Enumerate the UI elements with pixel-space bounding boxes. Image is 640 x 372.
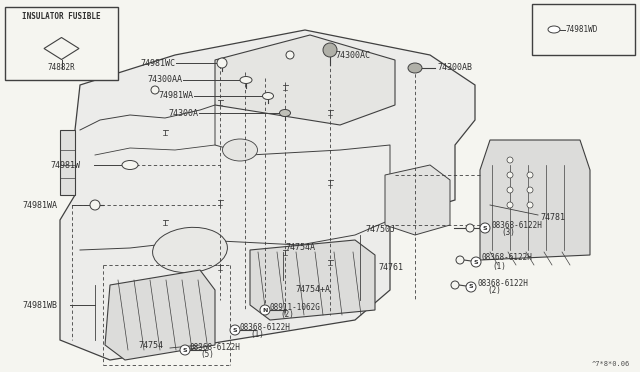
Circle shape: [466, 282, 476, 292]
Circle shape: [507, 172, 513, 178]
Circle shape: [90, 200, 100, 210]
Text: (2): (2): [487, 286, 501, 295]
Text: 74981WB: 74981WB: [22, 301, 57, 310]
Circle shape: [323, 43, 337, 57]
Text: S: S: [483, 225, 487, 231]
Text: (1): (1): [492, 262, 506, 270]
Circle shape: [507, 202, 513, 208]
Text: 08368-6122H: 08368-6122H: [491, 221, 542, 230]
Ellipse shape: [152, 227, 227, 273]
Text: ^7*8*0.06: ^7*8*0.06: [592, 361, 630, 367]
Bar: [5, 7, 118, 80]
Text: 74981WD: 74981WD: [566, 25, 598, 34]
Polygon shape: [60, 130, 75, 195]
Polygon shape: [480, 140, 590, 260]
Text: 74300A: 74300A: [168, 109, 198, 118]
Text: 08368-6122H: 08368-6122H: [190, 343, 241, 352]
Circle shape: [286, 51, 294, 59]
Ellipse shape: [240, 77, 252, 83]
Text: 74300AA: 74300AA: [147, 76, 182, 84]
Text: 74754+A: 74754+A: [295, 285, 330, 295]
Text: 74750J: 74750J: [365, 225, 395, 234]
Text: 08368-6122H: 08368-6122H: [477, 279, 528, 288]
Text: S: S: [233, 327, 237, 333]
Polygon shape: [44, 38, 79, 60]
Circle shape: [527, 187, 533, 193]
Circle shape: [507, 187, 513, 193]
Circle shape: [466, 224, 474, 232]
Text: (5): (5): [200, 350, 214, 359]
Circle shape: [451, 281, 459, 289]
Circle shape: [230, 325, 240, 335]
Text: 74754: 74754: [138, 340, 163, 350]
Ellipse shape: [548, 26, 560, 33]
Text: S: S: [182, 347, 188, 353]
Text: N: N: [262, 308, 268, 312]
Circle shape: [217, 58, 227, 68]
Ellipse shape: [223, 139, 257, 161]
Text: 74981WC: 74981WC: [140, 58, 175, 67]
Polygon shape: [105, 270, 215, 360]
Circle shape: [456, 256, 464, 264]
Ellipse shape: [408, 63, 422, 73]
Text: 74981W: 74981W: [50, 160, 80, 170]
Circle shape: [260, 305, 270, 315]
Text: 08368-6122H: 08368-6122H: [482, 253, 533, 263]
Text: S: S: [474, 260, 478, 264]
Circle shape: [471, 257, 481, 267]
Text: 74981WA: 74981WA: [22, 201, 57, 209]
Text: (2): (2): [280, 311, 294, 320]
Text: INSULATOR FUSIBLE: INSULATOR FUSIBLE: [22, 12, 101, 21]
Text: 74761: 74761: [378, 263, 403, 273]
Polygon shape: [250, 240, 375, 320]
Text: 74754A: 74754A: [285, 244, 315, 253]
Ellipse shape: [122, 160, 138, 170]
Text: (3): (3): [501, 228, 515, 237]
Text: 74781: 74781: [540, 214, 565, 222]
Text: 74882R: 74882R: [47, 63, 76, 72]
Text: 74300AB: 74300AB: [437, 64, 472, 73]
Polygon shape: [60, 30, 475, 360]
Circle shape: [527, 202, 533, 208]
Text: (1): (1): [250, 330, 264, 340]
Text: S: S: [468, 285, 474, 289]
Circle shape: [480, 223, 490, 233]
Polygon shape: [215, 35, 395, 125]
Text: 74981WA: 74981WA: [158, 92, 193, 100]
Bar: [532, 4, 635, 55]
Ellipse shape: [280, 109, 291, 116]
Ellipse shape: [262, 93, 273, 99]
Circle shape: [180, 345, 190, 355]
Text: 08911-1062G: 08911-1062G: [270, 302, 321, 311]
Circle shape: [527, 172, 533, 178]
Circle shape: [151, 86, 159, 94]
Text: 08368-6122H: 08368-6122H: [240, 323, 291, 331]
Polygon shape: [385, 165, 450, 235]
Text: 74300AC: 74300AC: [335, 51, 370, 60]
Circle shape: [507, 157, 513, 163]
